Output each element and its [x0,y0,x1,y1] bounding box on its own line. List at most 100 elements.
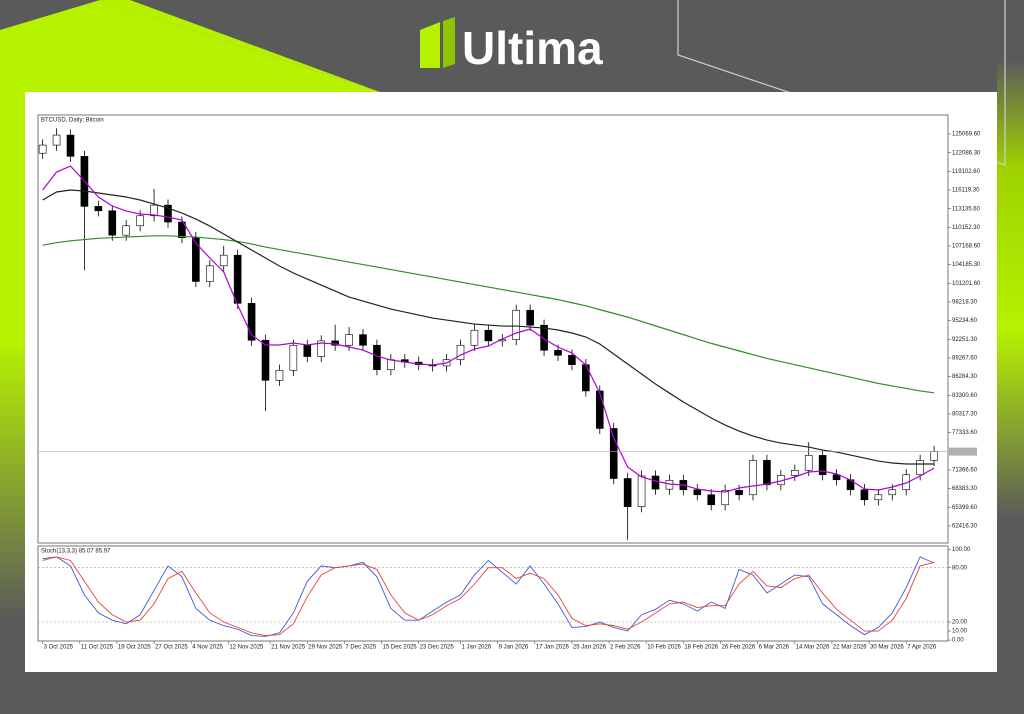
accent-left [0,0,380,620]
moving-average [42,165,935,493]
candle-body [108,210,117,236]
x-tick-label: 10 Feb 2026 [647,645,681,651]
plot-frame [37,114,949,544]
accent-right [997,60,1024,600]
logo-icon [443,17,455,68]
x-tick-label: 27 Oct 2025 [155,645,188,651]
candle-body [512,309,521,340]
y-tick-label: 125069.60 [952,132,981,138]
candle-body [888,489,897,496]
candle-body [52,134,61,146]
candle-body [136,215,144,227]
candle-body [832,474,841,481]
candle-body [484,329,493,342]
stochastic-line [42,556,935,637]
candle-body [651,475,660,490]
candle-body [205,265,214,282]
candle-body [233,254,242,304]
y-tick-label: 104185.30 [952,262,981,268]
x-tick-label: 29 Nov 2025 [308,645,343,651]
candle-body [387,359,395,370]
candle-body [874,494,883,501]
candle-body [721,490,729,506]
candle-body [303,344,312,357]
y-tick-label: 107168.60 [952,244,981,250]
x-tick-label: 1 Jan 2026 [462,645,492,651]
y-tick-label: 98218.30 [952,300,978,306]
y-tick-label: 65399.60 [952,505,978,511]
candle-body [902,474,911,491]
candle-body [930,451,938,461]
y-tick-label: 80.00 [952,565,968,571]
x-tick-label: 15 Dec 2025 [383,645,418,651]
moving-average [42,189,935,465]
y-tick-label: 89267.60 [952,356,978,362]
candle-body [38,144,47,154]
brand: Ultima [462,22,603,74]
candle-body [94,206,103,212]
candle-body [916,460,924,476]
candle-body [804,455,813,471]
x-tick-label: 25 Jan 2026 [573,645,607,651]
chart-title: BTCUSD, Daily: Bitcoin [41,118,104,124]
y-tick-label: 83300.60 [952,393,978,399]
y-tick-label: 119102.60 [952,169,981,175]
y-tick-label: 80317.30 [952,412,978,418]
candle-body [818,455,827,476]
x-tick-label: 19 Oct 2025 [118,645,151,651]
x-tick-label: 11 Oct 2025 [81,645,114,651]
candle-body [595,390,604,429]
x-tick-label: 4 Nov 2025 [192,645,223,651]
y-tick-label: 113135.60 [952,206,981,212]
y-tick-label: 71366.60 [952,468,978,474]
candle-body [470,329,479,346]
candle-body [359,334,367,346]
indicator-frame [37,545,949,642]
x-tick-label: 14 Mar 2026 [796,645,830,651]
x-tick-label: 6 Mar 2026 [759,645,790,651]
x-tick-label: 7 Dec 2025 [345,645,376,651]
candle-body [331,340,339,346]
y-tick-label: 62416.30 [952,524,978,530]
y-tick-label: 10.00 [952,629,968,635]
x-tick-label: 3 Oct 2025 [44,645,74,651]
candle-body [735,490,743,496]
candle-body [261,339,270,381]
candle-body [345,334,353,346]
x-tick-label: 17 Jan 2026 [536,645,570,651]
candle-body [192,237,200,282]
x-tick-label: 18 Feb 2026 [684,645,718,651]
logo-icon [420,22,440,68]
x-tick-label: 22 Mar 2026 [833,645,867,651]
y-tick-label: 101201.60 [952,281,981,287]
candle-body [219,254,228,267]
x-tick-label: 30 Mar 2026 [870,645,904,651]
y-tick-label: 0.00 [952,638,964,644]
x-tick-label: 2 Feb 2026 [610,645,641,651]
candle-body [275,369,284,381]
y-tick-label: 20.00 [952,620,968,626]
candle-body [122,225,131,236]
candle-body [150,204,158,217]
candle-body [693,489,702,496]
moving-average [42,235,935,394]
candle-body [540,324,548,351]
stochastic-line [42,556,935,637]
candle-body [637,475,646,507]
candle-body [178,221,186,238]
candle-body [582,364,590,392]
y-tick-label: 122086.30 [952,150,981,156]
candle-body [860,489,869,501]
x-tick-label: 23 Dec 2025 [420,645,455,651]
x-tick-label: 12 Nov 2025 [229,645,264,651]
y-tick-label: 100.00 [952,547,971,553]
x-tick-label: 26 Feb 2026 [722,645,756,651]
y-tick-label: 116119.30 [952,188,980,194]
candle-body [749,460,757,496]
candle-body [526,309,534,326]
accent-stripe [100,0,380,92]
candle-body [66,134,75,157]
